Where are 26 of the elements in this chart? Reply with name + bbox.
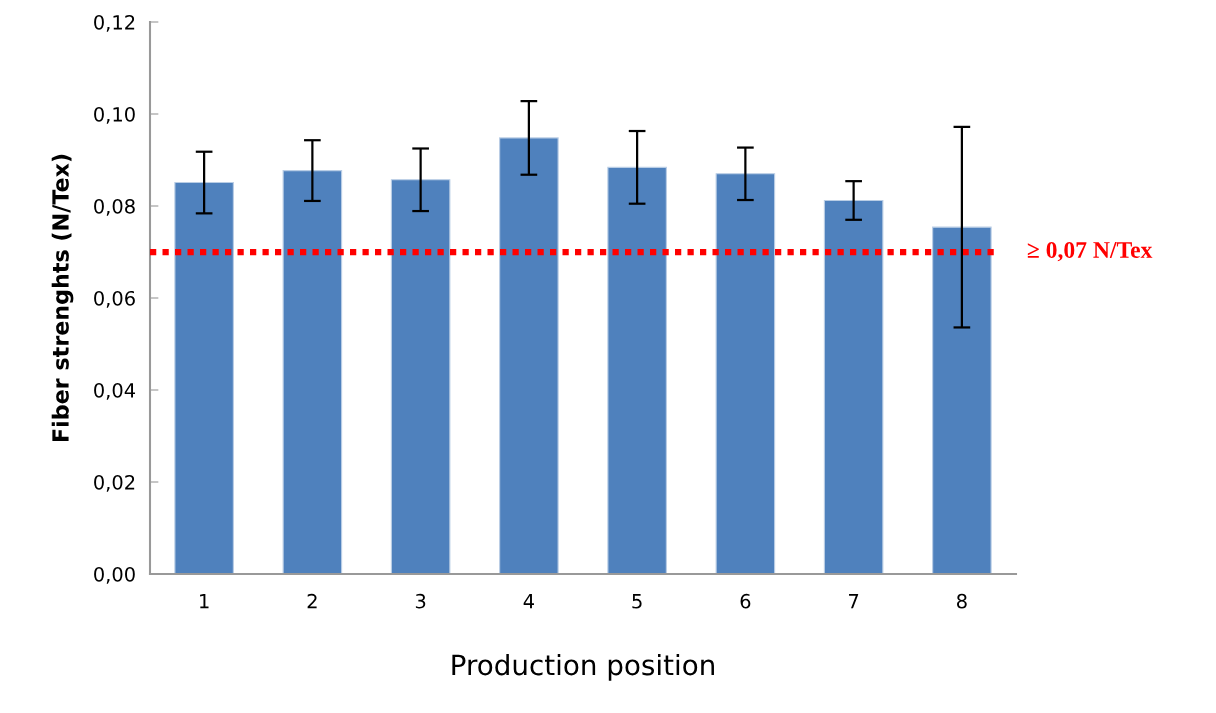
y-axis-title: Fiber strenghts (N/Tex): [51, 154, 74, 442]
x-axis-title: Production position: [452, 653, 714, 681]
y-tick-label: 0,12: [94, 14, 135, 32]
x-tick-label: 2: [307, 593, 317, 609]
y-tick-label: 0,02: [94, 474, 135, 492]
x-tick-label: 7: [849, 594, 859, 609]
y-tick-label: 0,04: [94, 382, 136, 400]
bar: [499, 137, 559, 574]
x-tick-label: 5: [632, 594, 642, 609]
x-tick-label: 8: [957, 593, 967, 609]
x-tick-label: 3: [415, 593, 426, 609]
bar: [390, 179, 451, 574]
bar: [282, 170, 343, 574]
bar: [715, 173, 776, 574]
y-tick-label: 0,00: [94, 566, 135, 584]
bar: [607, 166, 667, 574]
x-tick-label: 1: [200, 594, 209, 609]
bar: [174, 181, 234, 574]
x-tick-label: 6: [740, 593, 751, 609]
y-tick-label: 0,10: [94, 106, 135, 124]
y-tick-label: 0,06: [94, 290, 135, 308]
y-tick-label: 0,08: [94, 198, 135, 216]
bar: [932, 226, 992, 574]
bar: [823, 199, 884, 574]
x-tick-label: 4: [523, 594, 534, 609]
ref-line-label: ≥ 0,07 N/Tex: [1027, 241, 1153, 262]
